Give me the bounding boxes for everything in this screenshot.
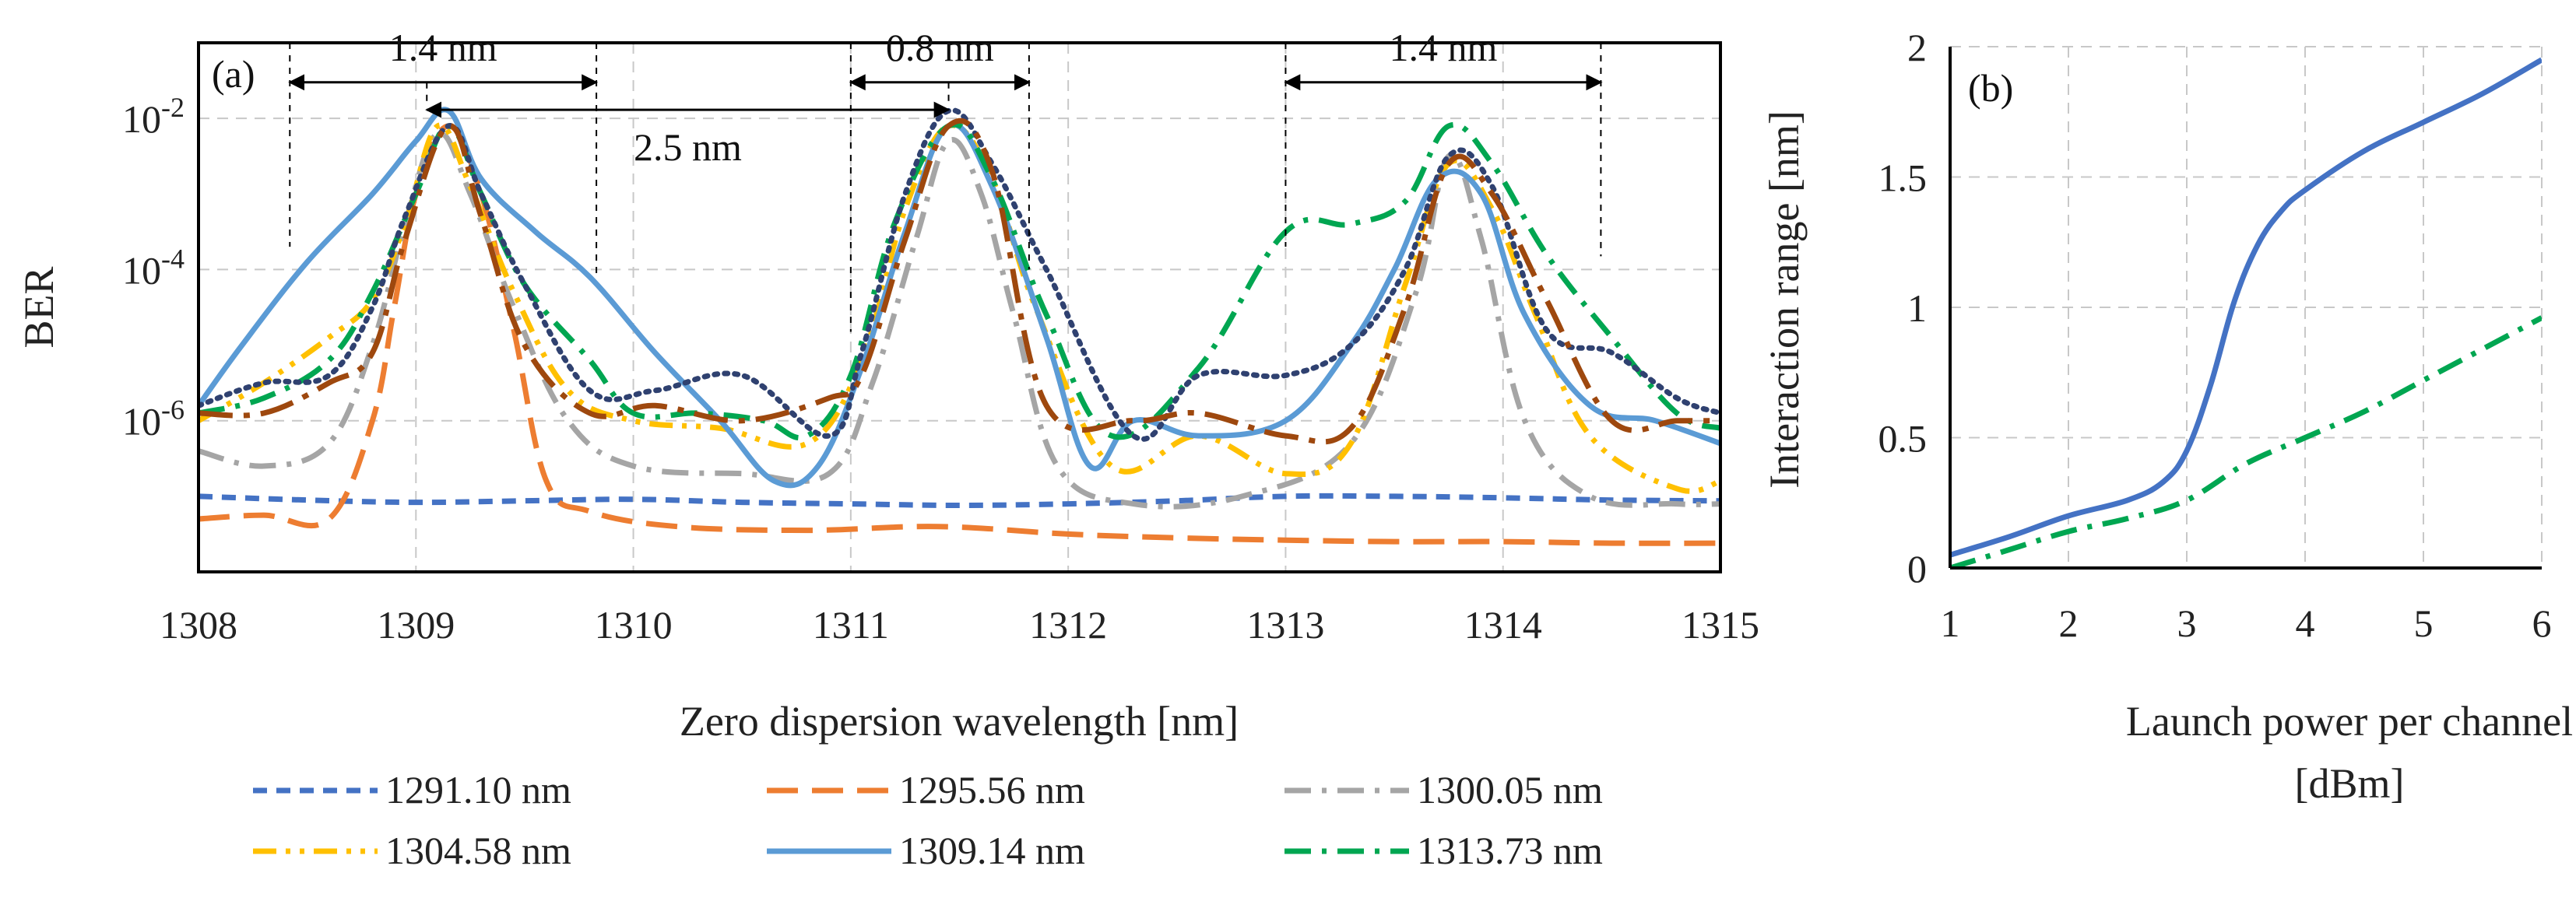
- legend-label: 1291.10 nm: [385, 768, 571, 812]
- y-tick-label: 1.5: [1878, 156, 1928, 200]
- panel-a-y-axis-label: BER: [16, 266, 62, 348]
- annotation-label-1: 2.5 nm: [634, 125, 742, 169]
- x-tick-label: 6: [2532, 601, 2552, 645]
- x-tick-label: 4: [2296, 601, 2315, 645]
- panel-b-x-axis-label-line1: Launch power per channel: [2126, 698, 2573, 745]
- y-tick-label: 10-2: [122, 92, 185, 141]
- panel-b-series: [1950, 57, 2542, 568]
- x-tick-label: 1: [1941, 601, 1960, 645]
- legend: 1291.10 nm 1295.56 nm 1300.05 nm 1304.58 nm…: [253, 768, 1603, 872]
- panel-b-label: (b): [1968, 66, 2013, 110]
- panel-a-series: [199, 107, 1720, 546]
- y-tick-label: 2: [1907, 26, 1927, 69]
- annotation-label-0: 1.4 nm: [389, 26, 497, 69]
- panel-a-frame: [197, 41, 1722, 573]
- x-tick-label: 1310: [595, 603, 673, 647]
- x-tick-label: 1314: [1464, 603, 1542, 647]
- panel-b-y-tick-labels: 0 0.5 1 1.5 2: [1878, 26, 1928, 591]
- series-line-1318-20-nm: [199, 107, 1720, 442]
- x-tick-label: 2: [2059, 601, 2079, 645]
- y-tick-label: 10-6: [122, 394, 185, 443]
- series-line-1313-73-nm: [199, 121, 1720, 440]
- legend-label: 1309.14 nm: [899, 829, 1085, 872]
- panel-b-series-line-dash-dot: [1950, 315, 2542, 568]
- x-tick-label: 1311: [813, 603, 889, 647]
- x-tick-label: 1312: [1029, 603, 1107, 647]
- y-tick-label: 0: [1907, 547, 1927, 591]
- panel-b: 1 2 3 4 5 6 0 0.5 1 1.5 2 (b) Launch power per ch…: [1761, 26, 2573, 807]
- panel-a-x-axis-label: Zero dispersion wavelength [nm]: [680, 698, 1239, 745]
- legend-label: 1304.58 nm: [385, 829, 571, 872]
- annotation-label-3: 1.4 nm: [1389, 26, 1497, 69]
- x-tick-label: 1308: [160, 603, 237, 647]
- panel-b-y-axis-label: Interaction range [nm]: [1761, 110, 1808, 489]
- annotation-label-2: 0.8 nm: [886, 26, 994, 69]
- panel-b-x-tick-labels: 1 2 3 4 5 6: [1941, 601, 2552, 645]
- panel-a-y-tick-labels: 10-2 10-4 10-6: [122, 92, 185, 443]
- panel-a-label: (a): [212, 52, 255, 96]
- y-tick-label: 0.5: [1878, 417, 1928, 461]
- panel-a-annotations: 1.4 nm 2.5 nm 0.8 nm 1.4 nm: [288, 26, 1603, 332]
- panel-a-x-tick-labels: 1308 1309 1310 1311 1312 1313 1314 1315: [160, 603, 1759, 647]
- legend-label: 1300.05 nm: [1417, 768, 1603, 812]
- legend-label: 1295.56 nm: [899, 768, 1085, 812]
- panel-a: 1308 1309 1310 1311 1312 1313 1314 1315 10-210-…: [16, 26, 1759, 745]
- y-tick-label: 1: [1907, 286, 1927, 330]
- x-tick-label: 1309: [377, 603, 455, 647]
- panel-b-x-axis-label-line2: [dBm]: [2295, 760, 2405, 807]
- x-tick-label: 5: [2414, 601, 2434, 645]
- panel-b-series-line-solid: [1950, 57, 2542, 558]
- x-tick-label: 1315: [1682, 603, 1759, 647]
- x-tick-label: 3: [2177, 601, 2197, 645]
- series-line-1304-58-nm: [199, 122, 1720, 494]
- panel-b-gridlines: [1950, 46, 2543, 568]
- x-tick-label: 1313: [1246, 603, 1324, 647]
- y-tick-label: 10-4: [122, 243, 185, 292]
- series-line-1291-10-nm: [199, 493, 1720, 508]
- legend-label: 1313.73 nm: [1417, 829, 1603, 872]
- series-line-1322-70-nm: [199, 117, 1720, 445]
